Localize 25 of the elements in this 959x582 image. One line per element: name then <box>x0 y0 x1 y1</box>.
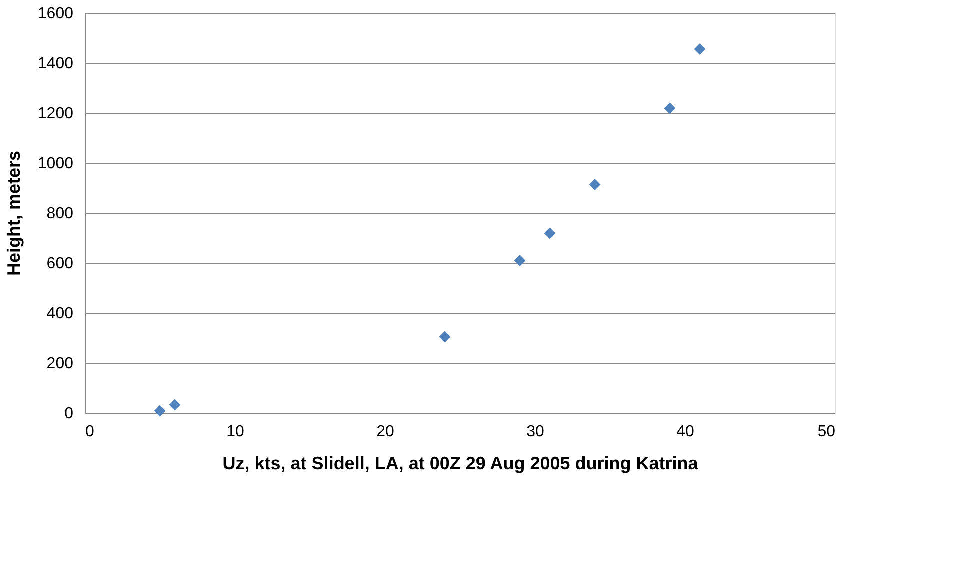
point <box>664 102 676 114</box>
x-tick-label: 40 <box>676 424 694 440</box>
y-tick-label: 1600 <box>38 6 74 22</box>
point <box>154 405 166 417</box>
x-tick-label: 50 <box>818 424 836 440</box>
point <box>694 44 706 55</box>
y-tick-label: 1000 <box>38 156 74 172</box>
y-axis-title: Height, meters <box>4 150 24 276</box>
x-tick-label: 20 <box>376 424 394 440</box>
x-axis-title: Uz, kts, at Slidell, LA, at 00Z 29 Aug 2005 during Katrina <box>222 454 700 474</box>
y-tick-label: 0 <box>64 406 74 422</box>
point <box>589 179 601 190</box>
y-tick-label: 400 <box>46 306 74 322</box>
x-tick-label: 0 <box>86 424 94 440</box>
y-tick-label: 600 <box>46 256 74 272</box>
x-tick-label: 30 <box>526 424 544 440</box>
point <box>544 228 556 240</box>
point <box>439 331 451 343</box>
point <box>514 255 526 266</box>
y-tick-label: 800 <box>46 206 74 222</box>
point <box>169 399 181 411</box>
y-tick-label: 1400 <box>38 56 74 72</box>
y-tick-label: 1200 <box>38 106 74 122</box>
y-tick-label: 200 <box>46 356 74 372</box>
x-tick-label: 10 <box>226 424 244 440</box>
